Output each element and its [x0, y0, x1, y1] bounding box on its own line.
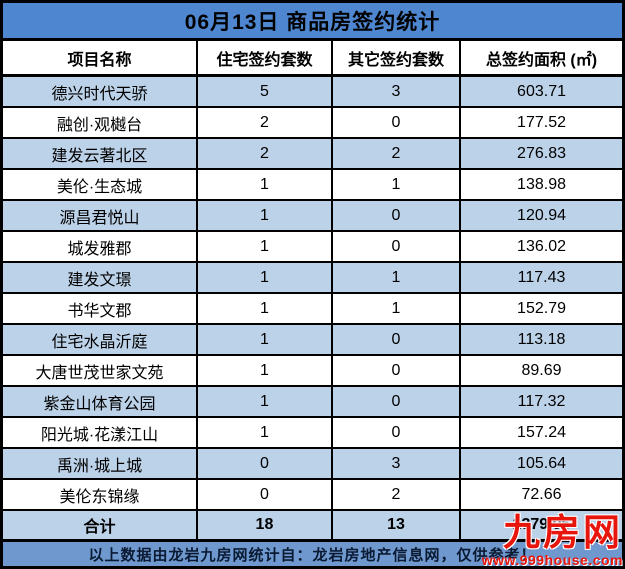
value-cell: 72.66	[521, 485, 562, 503]
total-area-value: 2379.95	[512, 516, 571, 533]
header-residential-units: 住宅签约套数	[198, 41, 333, 74]
table-row: 融创·观樾台 2 0 177.52	[3, 108, 622, 139]
value-cell: 3	[333, 77, 462, 106]
total-residential-units: 18	[198, 511, 333, 539]
value-cell: 0	[333, 356, 462, 385]
value-cell: 603.71	[517, 82, 566, 100]
value-cell: 2	[198, 108, 333, 137]
value-cell: 0	[333, 325, 462, 354]
value-cell: 276.83	[517, 144, 566, 162]
project-name-cell: 禹洲·城上城	[3, 449, 198, 478]
project-name-cell: 建发云著北区	[3, 139, 198, 168]
value-cell: 2	[333, 480, 462, 509]
value-cell: 120.94	[517, 206, 566, 224]
value-cell: 0	[333, 232, 462, 261]
value-cell: 0	[198, 480, 333, 509]
table-row: 建发文璟 1 1 117.43	[3, 263, 622, 294]
value-cell: 1	[198, 232, 333, 261]
table-row: 阳光城·花漾江山 1 0 157.24	[3, 418, 622, 449]
value-cell: 105.64	[517, 454, 566, 472]
value-cell: 1	[198, 263, 333, 292]
project-name-cell: 紫金山体育公园	[3, 387, 198, 416]
table-row: 德兴时代天骄 5 3 603.71	[3, 77, 622, 108]
table-body: 德兴时代天骄 5 3 603.71 融创·观樾台 2 0 177.52 建发云著北区 2 2 276.…	[3, 77, 622, 511]
value-cell: 89.69	[521, 361, 562, 379]
project-name-cell: 阳光城·花漾江山	[3, 418, 198, 447]
value-cell: 1	[333, 170, 462, 199]
table-row: 美伦东锦缘 0 2 72.66	[3, 480, 622, 511]
project-name-cell: 融创·观樾台	[3, 108, 198, 137]
value-cell: 3	[333, 449, 462, 478]
total-label: 合计	[3, 511, 198, 539]
table-row: 紫金山体育公园 1 0 117.32	[3, 387, 622, 418]
table-row: 城发雅郡 1 0 136.02	[3, 232, 622, 263]
value-cell: 177.52	[517, 113, 566, 131]
table-row: 建发云著北区 2 2 276.83	[3, 139, 622, 170]
project-name-cell: 建发文璟	[3, 263, 198, 292]
value-cell: 157.24	[517, 423, 566, 441]
value-cell: 1	[198, 201, 333, 230]
value-cell: 1	[198, 294, 333, 323]
value-cell: 2	[198, 139, 333, 168]
table-row: 大唐世茂世家文苑 1 0 89.69	[3, 356, 622, 387]
table-header: 项目名称 住宅签约套数 其它签约套数 总签约面积 (㎡)	[3, 41, 622, 77]
project-name-cell: 住宅水晶沂庭	[3, 325, 198, 354]
project-name-cell: 美伦·生态城	[3, 170, 198, 199]
header-other-units: 其它签约套数	[333, 41, 462, 74]
value-cell: 0	[198, 449, 333, 478]
value-cell: 1	[198, 325, 333, 354]
value-cell: 138.98	[517, 175, 566, 193]
value-cell: 1	[198, 387, 333, 416]
table-row: 禹洲·城上城 0 3 105.64	[3, 449, 622, 480]
header-total-area: 总签约面积 (㎡)	[485, 51, 598, 69]
project-name-cell: 美伦东锦缘	[3, 480, 198, 509]
header-project-name: 项目名称	[3, 41, 198, 74]
value-cell: 0	[333, 387, 462, 416]
total-other-units: 13	[333, 511, 462, 539]
table-title: 06月13日 商品房签约统计	[3, 3, 622, 41]
value-cell: 5	[198, 77, 333, 106]
total-row: 合计 18 13 2379.95	[3, 511, 622, 542]
value-cell: 1	[198, 356, 333, 385]
project-name-cell: 德兴时代天骄	[3, 77, 198, 106]
value-cell: 0	[333, 201, 462, 230]
value-cell: 0	[333, 418, 462, 447]
value-cell: 117.32	[517, 392, 566, 410]
value-cell: 1	[333, 263, 462, 292]
table-row: 住宅水晶沂庭 1 0 113.18	[3, 325, 622, 356]
table-row: 源昌君悦山 1 0 120.94	[3, 201, 622, 232]
value-cell: 2	[333, 139, 462, 168]
value-cell: 113.18	[517, 330, 566, 348]
project-name-cell: 书华文郡	[3, 294, 198, 323]
project-name-cell: 城发雅郡	[3, 232, 198, 261]
project-name-cell: 大唐世茂世家文苑	[3, 356, 198, 385]
value-cell: 1	[333, 294, 462, 323]
value-cell: 0	[333, 108, 462, 137]
footer-note: 以上数据由龙岩九房网统计自：龙岩房地产信息网，仅供参考！	[3, 542, 622, 566]
value-cell: 1	[198, 418, 333, 447]
table-row: 书华文郡 1 1 152.79	[3, 294, 622, 325]
value-cell: 1	[198, 170, 333, 199]
value-cell: 136.02	[517, 237, 566, 255]
project-name-cell: 源昌君悦山	[3, 201, 198, 230]
value-cell: 117.43	[517, 268, 566, 286]
value-cell: 152.79	[517, 299, 566, 317]
table-row: 美伦·生态城 1 1 138.98	[3, 170, 622, 201]
